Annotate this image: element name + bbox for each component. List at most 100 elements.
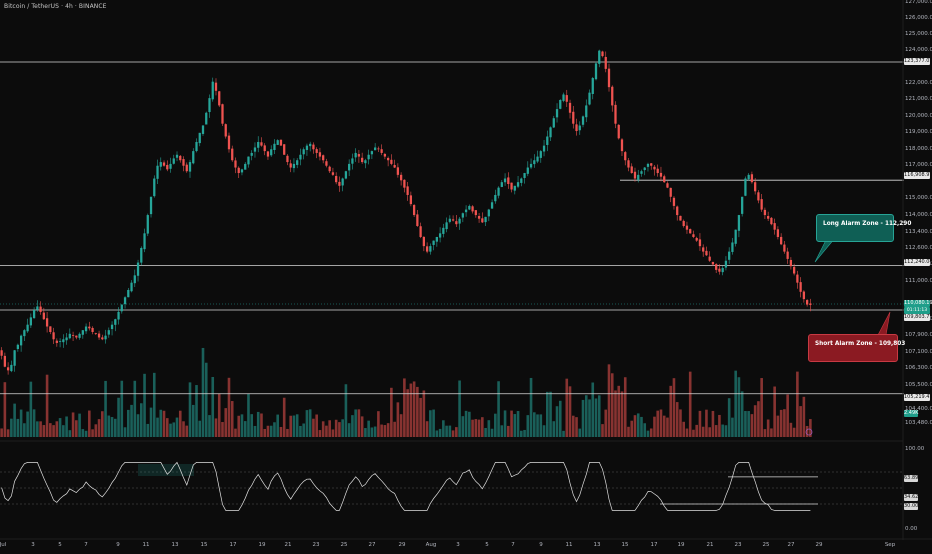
- volume-bar: [110, 417, 114, 437]
- candle-body: [594, 63, 598, 80]
- candle-body: [614, 104, 617, 124]
- candle-body: [461, 213, 464, 218]
- volume-bar: [630, 420, 634, 437]
- candle-body: [23, 330, 26, 337]
- candle-body: [513, 185, 516, 191]
- candle-body: [789, 259, 793, 267]
- volume-bar: [139, 403, 143, 437]
- long-alarm-zone-label[interactable]: Long Alarm Zone - 112,290: [816, 214, 911, 242]
- candle-body: [481, 218, 484, 223]
- candle-body: [214, 82, 218, 91]
- volume-bar: [747, 411, 750, 437]
- volume-bar: [636, 413, 640, 437]
- candle-body: [19, 335, 23, 346]
- volume-bar: [286, 428, 289, 437]
- candle-body: [237, 167, 240, 174]
- time-axis[interactable]: Jul 3 5 7 9 11 13 15 17 19 21 23 25 27 29 Aug 3 5 7 9 11 13 15…: [0, 538, 932, 548]
- volume-bar: [318, 430, 322, 437]
- candle-body: [201, 125, 205, 134]
- candle-body: [227, 135, 231, 150]
- short-alarm-zone-label[interactable]: Short Alarm Zone - 109,803: [808, 334, 905, 362]
- volume-bar: [809, 419, 812, 437]
- volume-bar: [588, 399, 591, 437]
- price-tick-label: 121,000.00: [905, 96, 932, 102]
- rsi-upper-tag: 63.89: [904, 475, 919, 482]
- candle-body: [734, 229, 737, 244]
- candle-body: [468, 205, 471, 210]
- volume-bar: [461, 416, 465, 437]
- candle-body: [792, 266, 796, 274]
- candle-body: [52, 332, 55, 340]
- volume-bar: [52, 425, 55, 437]
- volume-bar: [549, 391, 552, 437]
- candle-body: [276, 140, 279, 145]
- candle-body: [523, 173, 526, 178]
- volume-bar: [682, 421, 686, 437]
- volume-bar: [269, 425, 273, 437]
- candle-body: [331, 172, 335, 175]
- time-tick-label: 21: [285, 542, 292, 548]
- candle-body: [263, 145, 266, 152]
- volume-bar: [357, 409, 361, 437]
- candle-body: [91, 327, 94, 332]
- candle-body: [653, 166, 656, 170]
- candle-body: [419, 226, 422, 237]
- volume-bar: [390, 387, 393, 437]
- time-tick-label: 25: [341, 542, 348, 548]
- volume-bar: [341, 419, 344, 437]
- time-tick-label: 15: [201, 542, 208, 548]
- volume-bar: [659, 409, 663, 437]
- candle-body: [455, 221, 458, 225]
- candle-body: [799, 282, 802, 292]
- candle-body: [770, 217, 773, 225]
- volume-bar: [36, 421, 39, 437]
- candle-body: [55, 340, 58, 343]
- candle-body: [68, 333, 71, 339]
- candle-body: [188, 162, 192, 172]
- volume-bar: [292, 415, 296, 437]
- price-tag-resistance: 123,377.03: [904, 58, 932, 65]
- candle-body: [520, 178, 523, 183]
- candle-body: [507, 177, 510, 184]
- candle-body: [3, 355, 7, 367]
- volume-bar: [539, 414, 543, 437]
- volume-bar: [146, 423, 150, 437]
- volume-bar: [542, 425, 546, 437]
- volume-bar: [532, 412, 536, 437]
- candle-body: [406, 186, 409, 195]
- candle-body: [510, 182, 513, 190]
- volume-bar: [708, 427, 711, 437]
- candle-body: [166, 164, 169, 170]
- time-tick-label: 25: [763, 542, 770, 548]
- volume-bar: [6, 429, 10, 437]
- volume-bar: [481, 417, 484, 437]
- candle-body: [29, 317, 32, 326]
- candle-body: [221, 104, 224, 124]
- candle-body: [624, 152, 627, 161]
- candle-body: [490, 202, 494, 209]
- volume-bar: [584, 395, 588, 437]
- volume-bar: [763, 429, 767, 437]
- price-tag-109803: 109,803.77: [904, 314, 932, 321]
- candle-body: [39, 306, 42, 312]
- price-axis[interactable]: 127,000.00 126,000.00 125,000.00 124,000.00…: [902, 0, 932, 540]
- candle-body: [494, 194, 497, 202]
- time-tick-label: 7: [511, 542, 515, 548]
- volume-bar: [234, 428, 237, 437]
- candle-body: [575, 124, 578, 132]
- time-tick-label: 17: [230, 542, 237, 548]
- rsi-overbought-shade: [138, 464, 194, 476]
- volume-bar: [130, 404, 133, 437]
- candle-body: [503, 178, 507, 183]
- candle-body: [88, 326, 91, 329]
- candle-body: [500, 182, 503, 187]
- volume-bar: [727, 398, 731, 437]
- volume-bar: [260, 413, 263, 437]
- candle-body: [565, 95, 568, 102]
- volume-bar: [211, 376, 215, 437]
- candle-body: [702, 247, 705, 252]
- time-tick-label: 23: [313, 542, 320, 548]
- volume-bar: [120, 380, 124, 437]
